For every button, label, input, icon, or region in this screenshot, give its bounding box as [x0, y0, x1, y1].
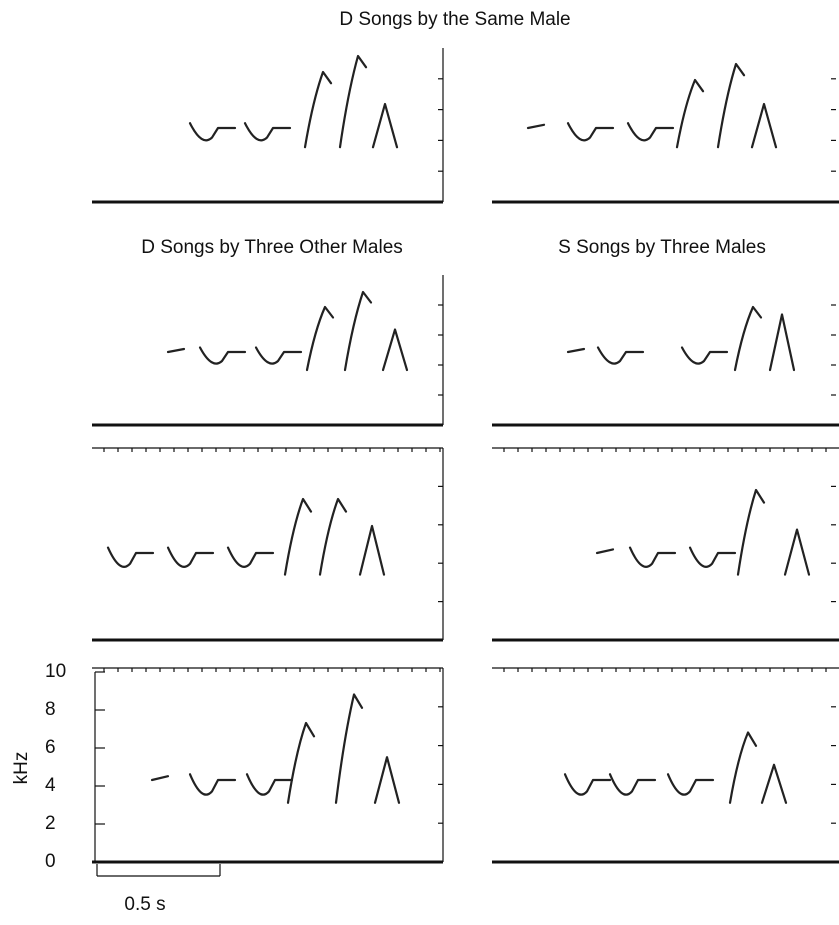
song-trace — [188, 773, 237, 796]
song-trace — [166, 347, 186, 354]
song-trace — [334, 693, 364, 804]
song-trace — [358, 524, 386, 576]
song-trace — [783, 528, 811, 576]
y-axis-label: kHz — [11, 752, 32, 785]
song-trace — [305, 305, 335, 372]
song-trace — [371, 102, 399, 149]
song-trace — [526, 123, 546, 130]
song-trace — [254, 346, 303, 365]
title: D Songs by Three Other Males — [141, 237, 403, 258]
song-trace — [733, 305, 763, 372]
song-trace — [566, 347, 586, 354]
song-trace — [318, 497, 348, 576]
song-trace — [626, 122, 675, 142]
y-tick-label: 2 — [45, 813, 56, 834]
song-trace — [373, 756, 401, 804]
song-trace — [338, 54, 368, 149]
title: D Songs by the Same Male — [339, 9, 570, 30]
song-trace — [166, 546, 215, 568]
song-trace — [198, 346, 247, 365]
song-trace — [595, 548, 615, 555]
song-trace — [750, 102, 778, 149]
song-trace — [343, 290, 373, 372]
song-trace — [286, 721, 316, 804]
song-trace — [716, 62, 746, 149]
y-tick-label: 0 — [45, 851, 56, 872]
song-trace — [566, 122, 615, 142]
song-trace — [188, 122, 237, 142]
song-trace — [608, 773, 657, 796]
song-trace — [283, 497, 313, 576]
song-trace — [768, 313, 796, 372]
song-trace — [303, 70, 333, 149]
song-trace — [226, 546, 275, 568]
y-tick-label: 8 — [45, 699, 56, 720]
song-trace — [150, 775, 170, 782]
y-tick-label: 6 — [45, 737, 56, 758]
song-trace — [563, 773, 612, 796]
song-trace — [106, 546, 155, 568]
song-trace — [736, 488, 766, 576]
song-trace — [596, 346, 645, 365]
title: S Songs by Three Males — [558, 237, 766, 258]
song-trace — [688, 546, 737, 568]
song-trace — [381, 328, 409, 372]
song-trace — [243, 122, 292, 142]
song-trace — [628, 546, 677, 568]
song-trace — [666, 773, 715, 796]
song-trace — [728, 731, 758, 804]
y-tick-label: 10 — [45, 661, 66, 682]
song-trace — [760, 763, 788, 804]
y-tick-label: 4 — [45, 775, 56, 796]
song-trace — [245, 773, 294, 796]
scale-bar-label: 0.5 s — [124, 894, 165, 915]
song-trace — [675, 78, 705, 149]
song-trace — [680, 346, 729, 365]
